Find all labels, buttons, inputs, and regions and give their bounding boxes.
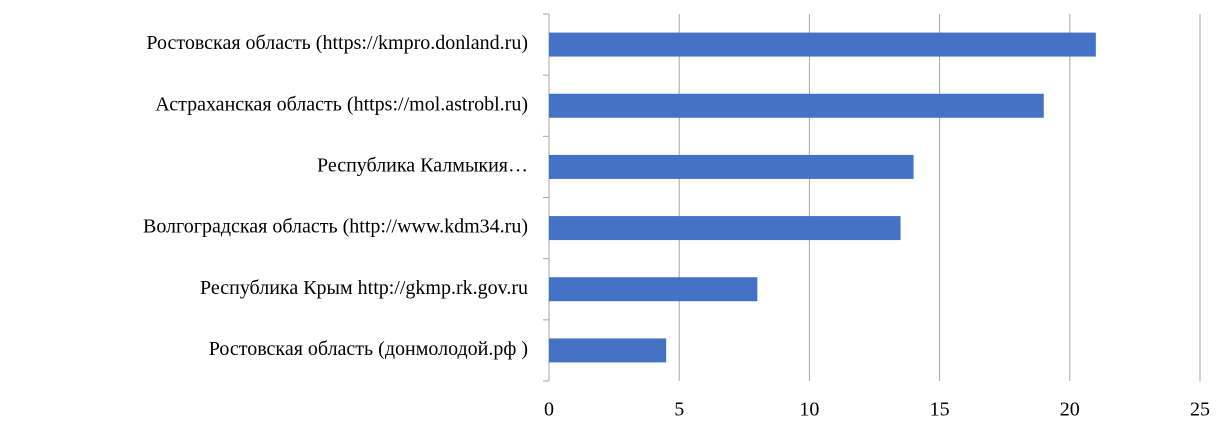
x-tick-label: 15: [930, 399, 950, 421]
y-tick-label: Волгоградская область (http://www.kdm34.…: [143, 216, 528, 238]
x-tick-label: 10: [799, 399, 819, 421]
y-tick-label: Республика Крым http://gkmp.rk.gov.ru: [200, 277, 528, 299]
y-tick-label: Республика Калмыкия…: [317, 155, 528, 177]
bar: [549, 338, 667, 363]
y-tick-label: Астраханская область (https://mol.astrob…: [155, 93, 528, 115]
y-tick-label: Ростовская область (донмолодой.рф ): [209, 338, 528, 360]
x-tick-label: 20: [1060, 399, 1080, 421]
bar: [549, 277, 758, 302]
bar: [549, 32, 1096, 57]
x-tick-label: 0: [544, 399, 554, 421]
bar: [549, 216, 901, 241]
y-tick-label: Ростовская область (https://kmpro.donlan…: [146, 32, 528, 54]
bar: [549, 93, 1044, 118]
x-tick-label: 25: [1190, 399, 1210, 421]
bar: [549, 154, 914, 179]
x-tick-label: 5: [674, 399, 684, 421]
